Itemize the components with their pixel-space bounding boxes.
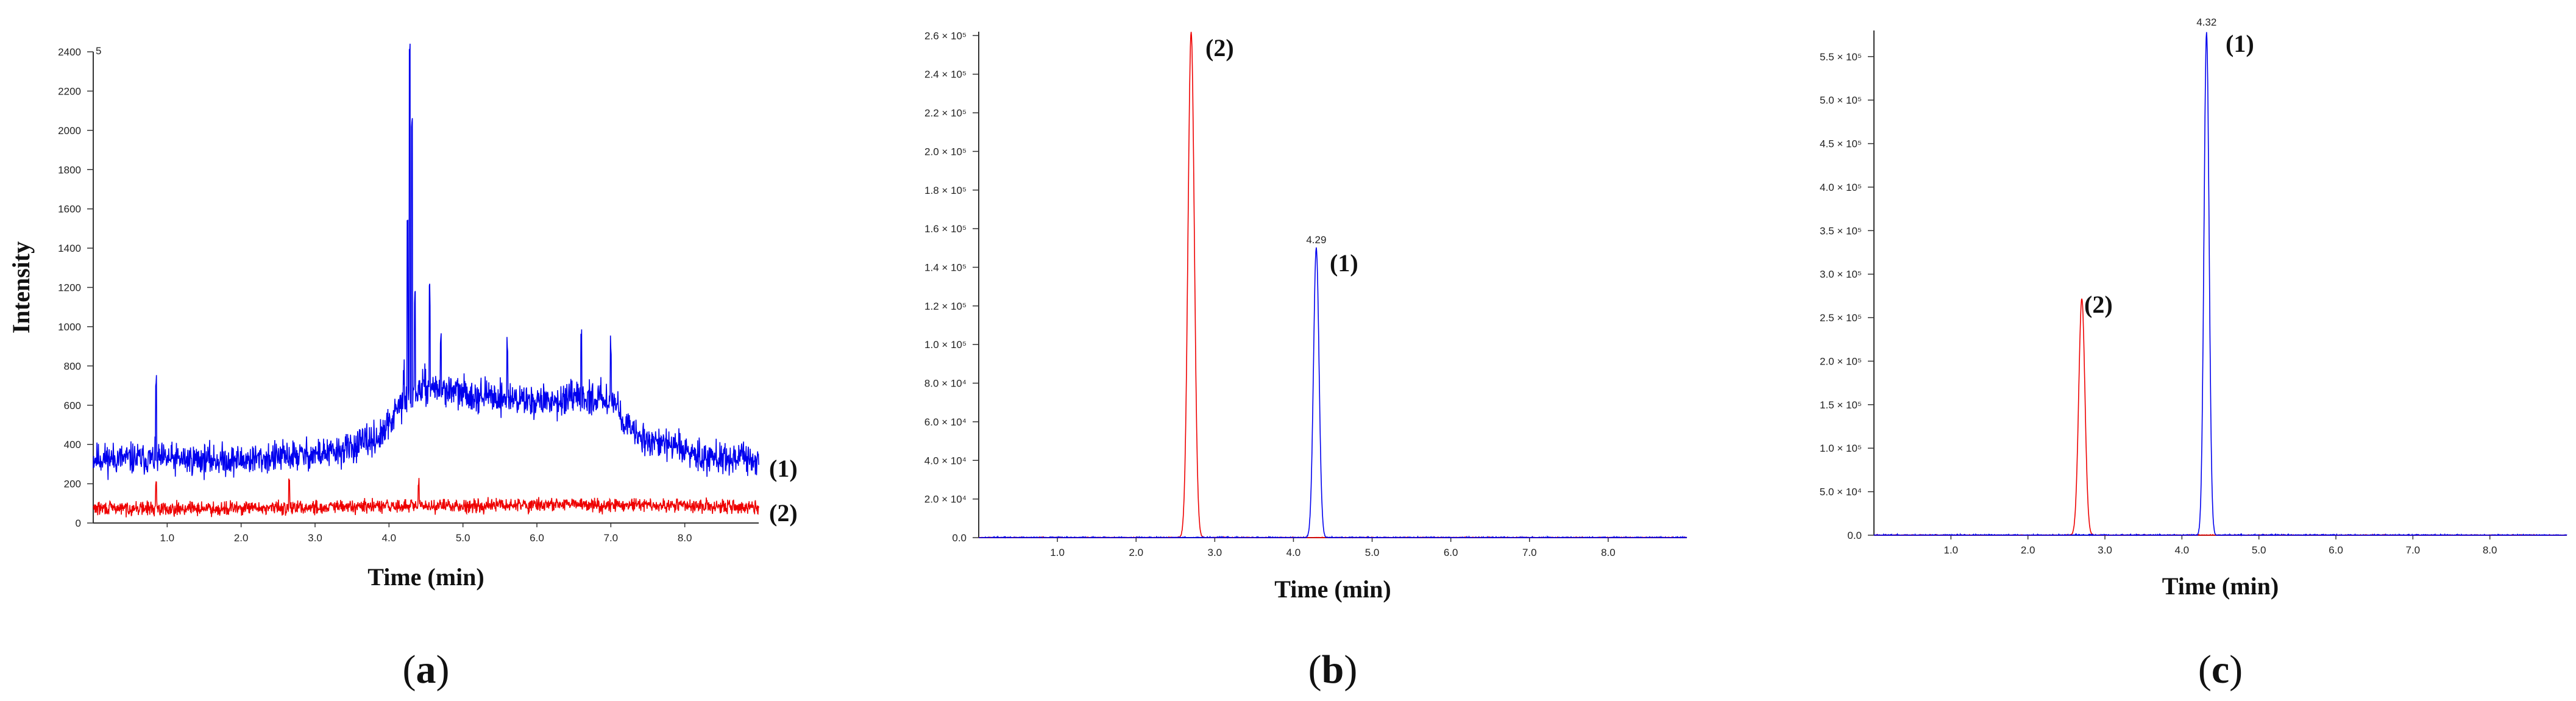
- series-line-2: [978, 32, 1687, 539]
- series-line-1: [979, 247, 1687, 539]
- x-tick-label: 7.0: [604, 532, 619, 544]
- panel-label: (b): [1308, 647, 1358, 692]
- panel-label: (a): [403, 647, 450, 692]
- y-tick-label: 1.8 × 10⁵: [924, 185, 967, 196]
- x-tick-label: 2.0: [1129, 547, 1143, 558]
- y-tick-label: 2.5 × 10⁵: [1820, 312, 1862, 324]
- y-tick-label: 1800: [58, 164, 81, 176]
- series-label: (1): [2226, 30, 2254, 57]
- x-tick-label: 4.0: [2175, 544, 2190, 556]
- x-axis-title: Time (min): [1274, 575, 1391, 603]
- y-tick-label: 1600: [58, 204, 81, 215]
- y-tick-label: 4.0 × 10⁵: [1820, 182, 1862, 193]
- x-tick-label: 3.0: [308, 532, 322, 544]
- y-tick-label: 5.0 × 10⁴: [1820, 486, 1862, 498]
- y-tick-label: 1.6 × 10⁵: [924, 223, 967, 235]
- x-tick-label: 1.0: [1050, 547, 1065, 558]
- x-tick-label: 1.0: [1944, 544, 1959, 556]
- y-tick-label: 2000: [58, 125, 81, 137]
- x-tick-label: 5.0: [456, 532, 470, 544]
- y-tick-label: 0.0: [952, 532, 967, 544]
- y-tick-label: 1.0 × 10⁵: [924, 339, 967, 350]
- y-tick-label: 600: [64, 400, 81, 411]
- series-label: (2): [769, 499, 798, 527]
- y-tick-label: 1200: [58, 282, 81, 294]
- y-tick-label: 8.0 × 10⁴: [924, 378, 967, 390]
- x-tick-label: 5.0: [2252, 544, 2266, 556]
- x-axis-title: Time (min): [367, 563, 484, 591]
- series-label: (1): [1330, 249, 1358, 277]
- y-tick-label: 0: [76, 518, 81, 529]
- x-tick-label: 8.0: [678, 532, 692, 544]
- y-tick-label: 2.6 × 10⁵: [924, 30, 967, 41]
- y-tick-label: 2.0 × 10⁴: [924, 494, 967, 505]
- x-axis-title: Time (min): [2162, 572, 2279, 600]
- y-tick-label: 2.0 × 10⁵: [924, 146, 967, 157]
- y-tick-label: 1.0 × 10⁵: [1820, 443, 1862, 454]
- y-tick-label: 5.5 × 10⁵: [1820, 51, 1862, 63]
- peak-retention-label: 4.29: [1306, 234, 1326, 246]
- series-label: (1): [769, 455, 798, 482]
- y-tick-label: 2.0 × 10⁵: [1820, 355, 1862, 367]
- y-tick-label: 0.0: [1847, 530, 1862, 541]
- y-axis-title: Intensity: [7, 241, 35, 333]
- y-tick-label: 3.0 × 10⁵: [1820, 269, 1862, 280]
- chart-panel-b: 0.0 2.0 × 10⁴ 4.0 × 10⁴ 6.0 × 10⁴ 8.0 × 10⁴ 1…: [924, 30, 1687, 692]
- y-tick-label: 4.0 × 10⁴: [924, 455, 967, 466]
- x-tick-label: 6.0: [1444, 547, 1458, 558]
- series-line-1: [93, 43, 759, 480]
- x-tick-label: 1.0: [160, 532, 175, 544]
- y-tick-label: 6.0 × 10⁴: [924, 416, 967, 428]
- x-tick-label: 5.0: [1365, 547, 1380, 558]
- x-tick-label: 4.0: [1286, 547, 1301, 558]
- series-label: (2): [1205, 34, 1234, 62]
- x-tick-label: 8.0: [1601, 547, 1616, 558]
- series-line-1: [1873, 32, 2567, 537]
- chart-panel-a: 0 200 400 600 800 1000 1200 1400 1600 1800 2000 220…: [7, 43, 798, 692]
- y-tick-label: 1.2 × 10⁵: [924, 301, 967, 312]
- series-label: (2): [2084, 291, 2113, 318]
- y-tick-label: 4.5 × 10⁵: [1820, 138, 1862, 150]
- x-tick-label: 3.0: [1208, 547, 1222, 558]
- x-tick-label: 6.0: [2329, 544, 2343, 556]
- y-tick-label: 800: [64, 360, 81, 372]
- y-tick-label: 200: [64, 479, 81, 490]
- x-tick-label: 4.0: [382, 532, 397, 544]
- peak-retention-label: 4.32: [2196, 16, 2216, 28]
- x-tick-label: 3.0: [2098, 544, 2112, 556]
- chart-panel-c: 0.0 5.0 × 10⁴ 1.0 × 10⁵ 1.5 × 10⁵ 2.0 × 10⁵ 2…: [1820, 16, 2567, 692]
- x-tick-label: 2.0: [234, 532, 249, 544]
- x-tick-label: 8.0: [2483, 544, 2497, 556]
- series-line-2: [1873, 298, 2567, 536]
- x-tick-label: 2.0: [2021, 544, 2035, 556]
- y-tick-label: 1400: [58, 243, 81, 254]
- y-tick-label: 1000: [58, 321, 81, 333]
- y-tick-label: 2200: [58, 85, 81, 97]
- y-tick-label: 1.5 × 10⁵: [1820, 399, 1862, 411]
- y-tick-label: 2400: [58, 46, 81, 58]
- y-tick-label: 2.2 × 10⁵: [924, 107, 967, 119]
- y-tick-label: 1.4 × 10⁵: [924, 262, 967, 273]
- series-line-2: [93, 478, 759, 518]
- y-tick-label: 3.5 × 10⁵: [1820, 225, 1862, 237]
- x-tick-label: 6.0: [530, 532, 544, 544]
- panel-label: (c): [2198, 647, 2243, 692]
- x-tick-label: 7.0: [1522, 547, 1537, 558]
- y-tick-label: 400: [64, 439, 81, 450]
- x-tick-label: 7.0: [2406, 544, 2421, 556]
- y-axis-corner-mark: 5: [96, 45, 101, 57]
- y-tick-label: 2.4 × 10⁵: [924, 69, 967, 80]
- y-tick-label: 5.0 × 10⁵: [1820, 94, 1862, 106]
